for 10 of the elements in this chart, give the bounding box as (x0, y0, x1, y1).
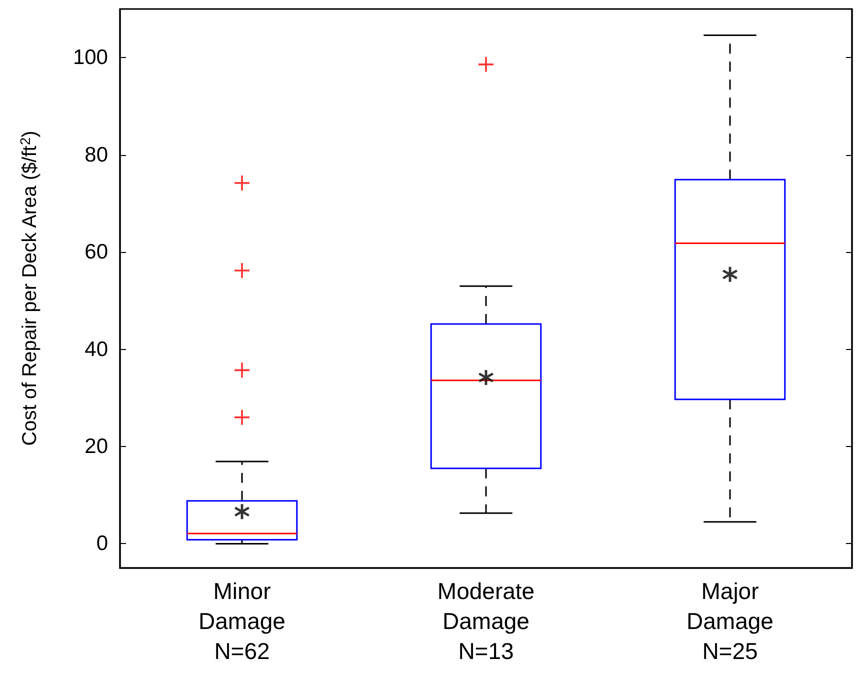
y-tick-label: 100 (72, 46, 108, 70)
y-tick-label: 80 (84, 143, 108, 166)
x-tick-label: Major Damage N=25 (686, 578, 774, 664)
x-tick-label: Minor Damage N=62 (198, 578, 286, 664)
y-tick-label: 60 (84, 240, 108, 264)
y-axis-title: Cost of Repair per Deck Area ($/ft2) (17, 130, 41, 446)
y-tick-label: 20 (84, 434, 108, 458)
y-tick-label: 40 (84, 338, 108, 361)
y-tick-label: 0 (96, 532, 108, 556)
x-tick-label: Moderate Damage N=13 (437, 578, 535, 664)
